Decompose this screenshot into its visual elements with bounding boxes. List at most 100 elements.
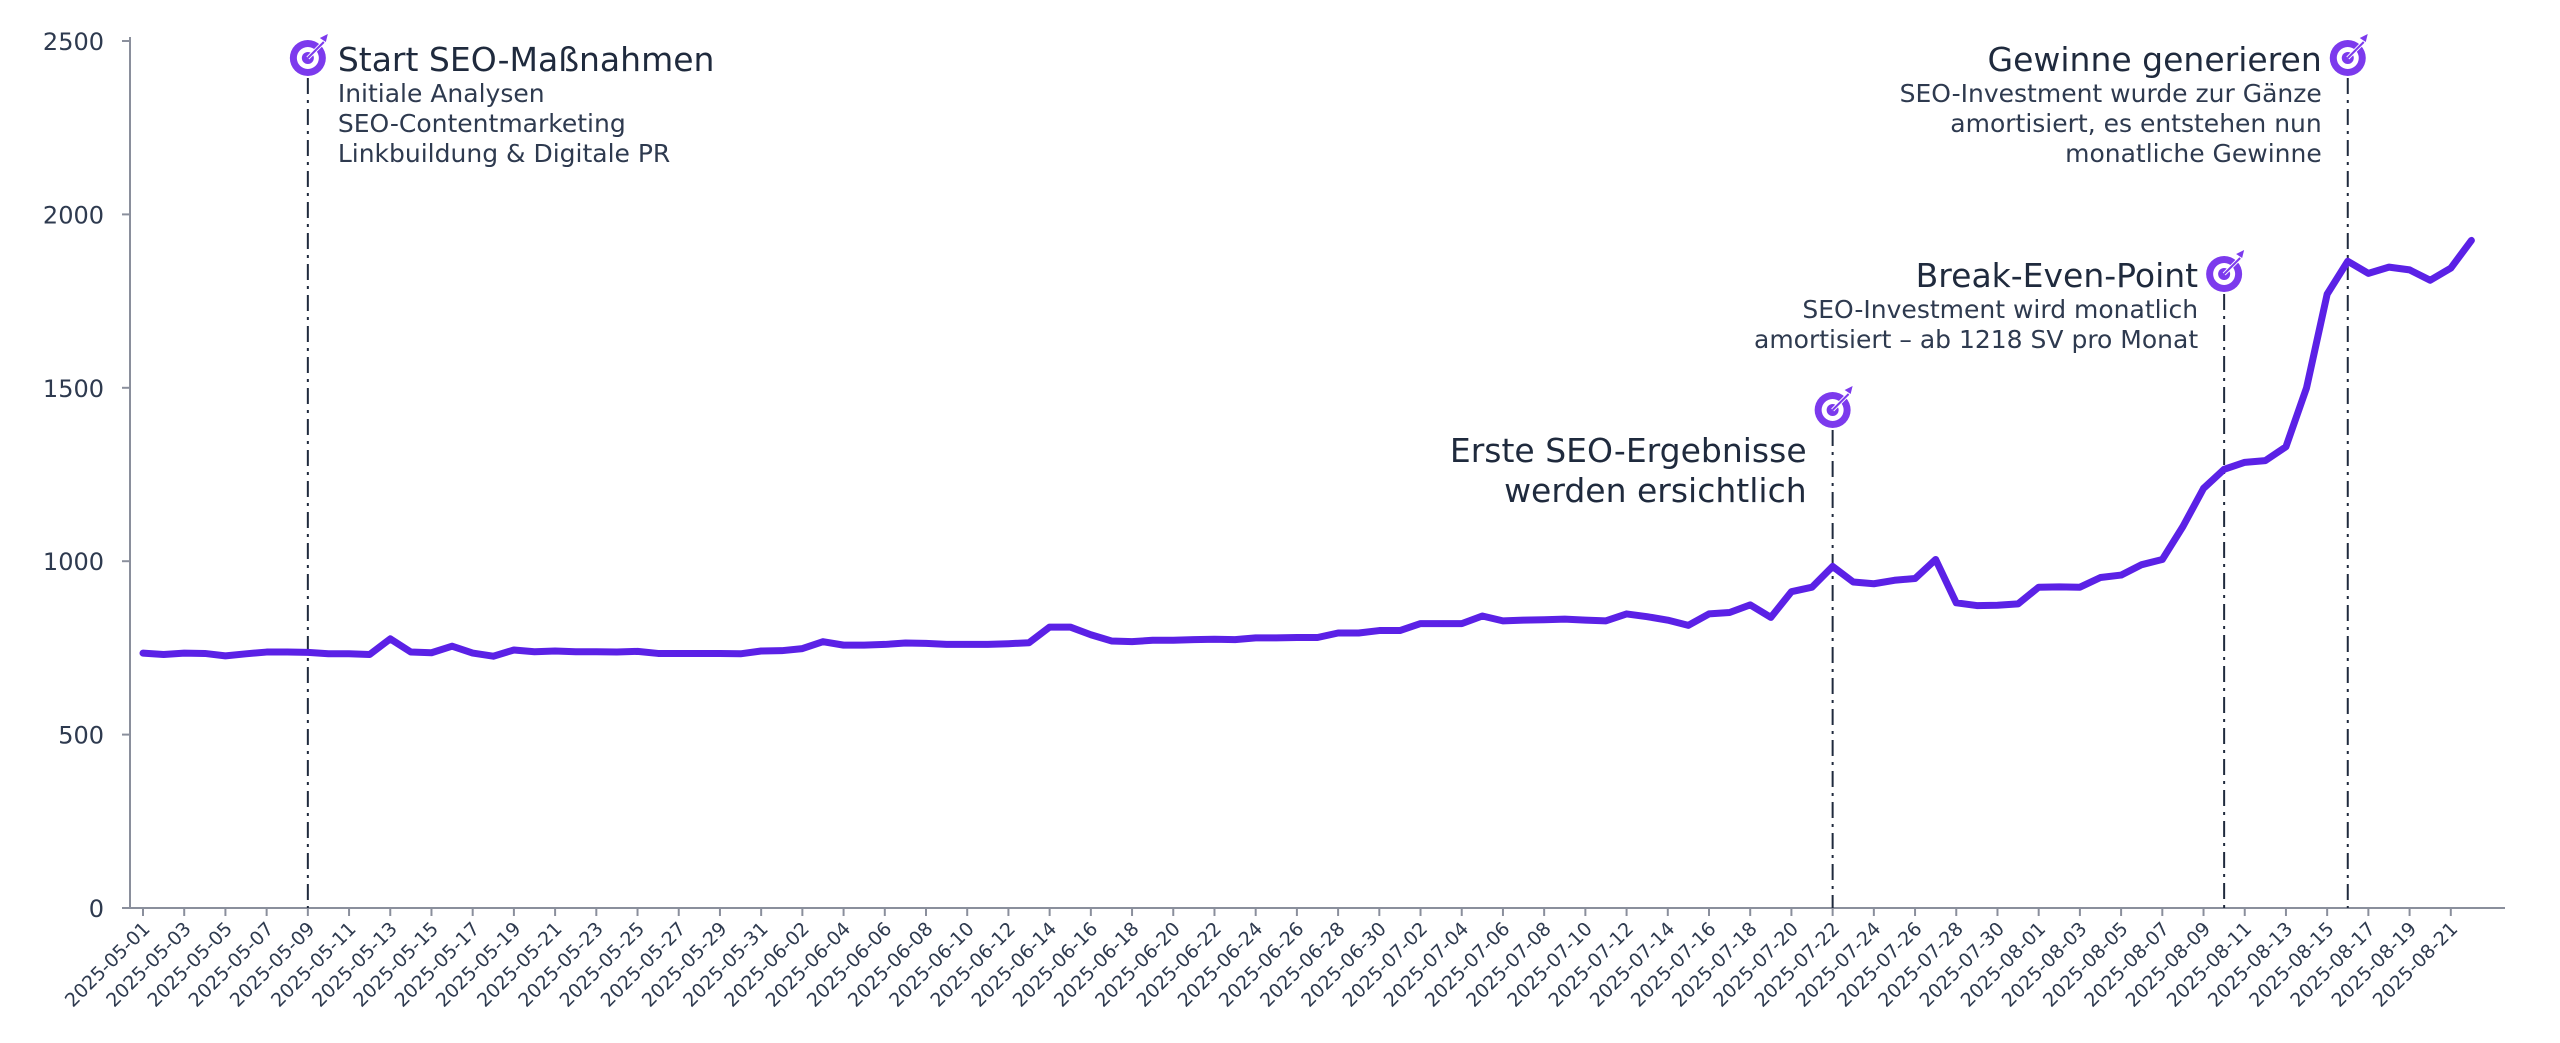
data-point	[799, 646, 805, 652]
data-point	[1438, 621, 1444, 627]
data-point	[676, 650, 682, 656]
data-point	[470, 650, 476, 656]
data-point	[1191, 637, 1197, 643]
data-point	[1500, 618, 1506, 624]
data-point	[2345, 258, 2351, 264]
y-tick-label: 2000	[43, 201, 104, 229]
annotation-text: amortisiert – ab 1218 SV pro Monat	[1754, 325, 2198, 354]
data-point	[2056, 584, 2062, 590]
data-point	[1479, 613, 1485, 619]
data-point	[1644, 614, 1650, 620]
data-point	[2262, 458, 2268, 464]
data-point	[1376, 628, 1382, 634]
data-point	[1211, 636, 1217, 642]
data-point	[2468, 237, 2474, 243]
data-point	[1026, 640, 1032, 646]
data-point	[1315, 635, 1320, 640]
data-point	[1562, 616, 1568, 622]
data-point	[2118, 572, 2124, 578]
data-point	[1541, 617, 1547, 623]
target-icon	[2329, 34, 2368, 76]
data-point	[1933, 556, 1939, 562]
data-point	[2159, 556, 2165, 562]
series-group	[139, 236, 2475, 660]
data-point	[2386, 264, 2392, 270]
annotation-text: Linkbuildung & Digitale PR	[338, 139, 670, 168]
annotation-text: amortisiert, es entstehen nun	[1950, 109, 2321, 138]
series-line	[139, 236, 2475, 660]
y-tick-label: 2500	[43, 28, 104, 56]
data-point	[1891, 577, 1897, 583]
data-point	[346, 651, 352, 657]
data-point	[449, 643, 455, 649]
data-point	[1356, 630, 1362, 636]
data-point	[1582, 617, 1588, 623]
data-point	[696, 650, 702, 656]
data-point	[490, 653, 496, 659]
data-point	[243, 651, 249, 657]
data-point	[1665, 617, 1671, 623]
data-point	[655, 650, 661, 656]
y-tick-label: 0	[89, 895, 104, 923]
data-point	[1850, 579, 1856, 585]
data-point	[820, 639, 826, 645]
data-point	[2324, 291, 2330, 297]
data-point	[1129, 639, 1135, 645]
data-point	[717, 650, 723, 656]
y-axis-ticks: 0 500 1000 1500 2000 2500	[43, 28, 130, 923]
data-point	[140, 650, 146, 656]
y-tick-label: 500	[58, 722, 104, 750]
annotation-text: monatliche Gewinne	[2065, 139, 2322, 168]
data-point	[284, 649, 290, 655]
data-point	[325, 651, 331, 657]
data-point	[1273, 635, 1279, 641]
data-point	[202, 650, 208, 656]
annotation-title: Start SEO-Maßnahmen	[338, 40, 715, 79]
data-point	[1108, 638, 1114, 644]
data-point	[1150, 637, 1156, 643]
annotation-title: Break-Even-Point	[1916, 256, 2199, 295]
data-point	[161, 651, 167, 657]
data-point	[635, 648, 641, 654]
data-point	[2139, 562, 2145, 568]
annotation-text: SEO-Investment wird monatlich	[1802, 295, 2198, 324]
data-point	[367, 651, 373, 657]
data-point	[2077, 584, 2083, 590]
data-point	[408, 649, 414, 655]
data-point	[1912, 576, 1918, 582]
data-point	[532, 649, 537, 655]
data-point	[902, 640, 908, 646]
annotation-title: Gewinne generieren	[1988, 40, 2322, 79]
data-point	[2407, 267, 2413, 273]
data-point	[1809, 584, 1815, 590]
target-icon	[2206, 250, 2245, 292]
data-point	[2015, 601, 2021, 607]
data-point	[1788, 589, 1794, 595]
annotation-text: SEO-Investment wurde zur Gänze	[1900, 79, 2322, 108]
data-point	[1088, 632, 1094, 638]
data-point	[1294, 635, 1300, 640]
axes	[129, 37, 2505, 909]
data-point	[2201, 485, 2207, 491]
data-point	[1953, 600, 1959, 606]
target-icon	[289, 34, 328, 76]
data-point	[1335, 630, 1341, 636]
annotation-text: werden ersichtlich	[1504, 471, 1807, 510]
data-point	[1871, 581, 1877, 587]
data-point	[264, 649, 270, 655]
data-point	[1624, 611, 1630, 617]
data-point	[428, 650, 434, 656]
data-point	[779, 648, 785, 654]
data-point	[1727, 610, 1733, 616]
y-tick-label: 1500	[43, 375, 104, 403]
data-point	[511, 647, 517, 653]
data-point	[1830, 563, 1836, 569]
target-icon	[1814, 386, 1853, 428]
data-point	[552, 648, 558, 654]
data-point	[841, 642, 847, 648]
data-point	[1768, 614, 1774, 620]
